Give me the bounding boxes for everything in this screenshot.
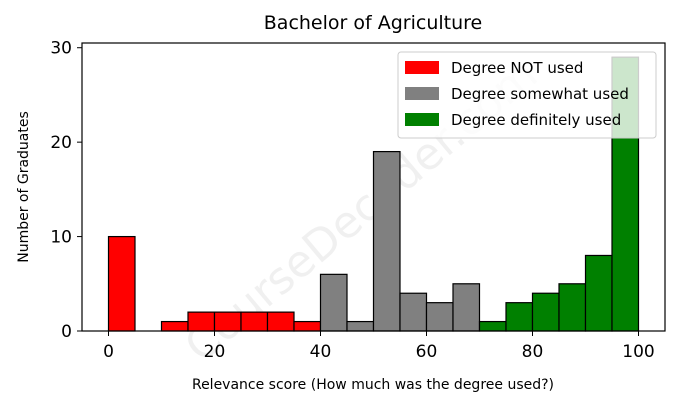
chart-title: Bachelor of Agriculture: [264, 12, 482, 34]
x-axis-label: Relevance score (How much was the degree…: [192, 377, 554, 393]
legend-label-0: Degree NOT used: [451, 59, 583, 77]
bar-1-0: [319, 273, 348, 332]
y-tick-label-0: 0: [61, 322, 72, 342]
bar-0-2: [160, 320, 189, 332]
bar-0-3: [187, 311, 216, 332]
bar-0-7: [293, 320, 322, 332]
bar-0-5: [240, 311, 269, 332]
legend-box: [397, 51, 657, 139]
x-axis-ticks: 0 20 40 60 80 100: [103, 331, 655, 362]
bar-1-1: [346, 320, 375, 332]
bar-1-5: [452, 283, 481, 332]
bar-0-6: [266, 311, 295, 332]
y-tick-label-2: 20: [50, 133, 72, 153]
x-tick-label-5: 100: [622, 342, 654, 362]
legend: Degree NOT used Degree somewhat used Degre…: [397, 51, 657, 139]
legend-swatch-0: [405, 61, 439, 74]
legend-swatch-2: [405, 113, 439, 126]
bar-0-0: [107, 235, 136, 332]
plot-frame: [81, 42, 666, 332]
y-tick-label-3: 30: [50, 39, 72, 59]
bar-2-2: [531, 292, 560, 332]
bar-2-3: [558, 283, 587, 332]
bar-2-1: [505, 302, 534, 332]
bar-0-4: [213, 311, 242, 332]
x-tick-label-2: 40: [310, 342, 332, 362]
legend-label-2: Degree definitely used: [451, 111, 621, 129]
x-tick-label-3: 60: [416, 342, 438, 362]
bar-1-2: [372, 150, 401, 332]
legend-label-1: Degree somewhat used: [451, 85, 629, 103]
y-axis-label: Number of Graduates: [16, 111, 32, 263]
bar-2-4: [584, 254, 613, 332]
bar-2-0: [478, 320, 507, 332]
y-tick-label-1: 10: [50, 228, 72, 248]
x-tick-label-4: 80: [522, 342, 544, 362]
y-axis-ticks: 0 10 20 30: [50, 39, 82, 342]
x-tick-label-1: 20: [204, 342, 226, 362]
legend-swatch-1: [405, 87, 439, 100]
bar-1-4: [425, 302, 454, 332]
x-tick-label-0: 0: [103, 342, 114, 362]
bar-1-3: [399, 292, 428, 332]
